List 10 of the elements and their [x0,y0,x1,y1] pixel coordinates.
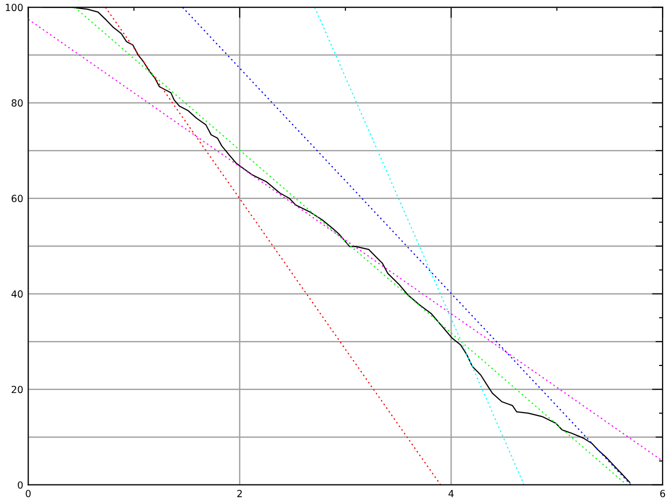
y-tick-label: 0 [18,481,23,489]
x-tick-label: 6 [660,490,666,498]
x-tick-label: 4 [448,490,454,498]
y-tick-label: 100 [6,4,23,12]
y-tick-label: 20 [12,386,23,394]
y-tick-label: 80 [12,99,23,107]
x-tick-label: 0 [26,490,31,498]
y-tick-label: 60 [12,194,23,202]
x-tick-label: 2 [237,490,242,498]
y-tick-label: 40 [11,290,23,298]
